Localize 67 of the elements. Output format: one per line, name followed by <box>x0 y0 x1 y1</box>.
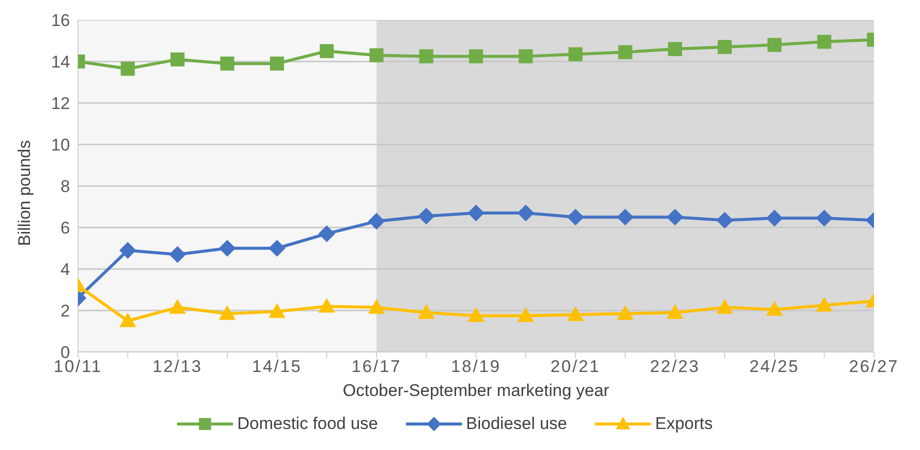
point <box>567 208 584 226</box>
y-tick-label: 10 <box>51 136 70 155</box>
point <box>766 301 783 316</box>
x-tick-label: 14/15 <box>252 357 302 376</box>
x-tick-label: 20/21 <box>550 357 601 376</box>
point <box>517 204 534 222</box>
point <box>368 212 385 230</box>
point <box>468 307 484 322</box>
point <box>120 62 135 76</box>
point <box>716 298 734 314</box>
point <box>668 42 682 56</box>
point <box>218 240 236 257</box>
x-tick-label: 16/17 <box>351 357 402 376</box>
y-axis-title: Billion pounds <box>15 140 34 246</box>
point <box>718 40 732 54</box>
point <box>816 210 833 227</box>
point <box>618 45 632 60</box>
point <box>170 52 184 66</box>
point <box>469 49 483 64</box>
point <box>368 298 385 314</box>
x-tick-label: 26/27 <box>848 357 900 376</box>
x-tick-label: 22/23 <box>650 357 700 376</box>
y-tick-label: 4 <box>60 260 70 280</box>
point <box>218 305 236 320</box>
y-tick-label: 14 <box>51 52 70 72</box>
point <box>817 34 832 49</box>
point <box>468 204 484 222</box>
point <box>568 47 582 62</box>
y-tick-label: 6 <box>60 218 70 238</box>
y-tick-label: 2 <box>60 302 70 321</box>
x-tick-label: 12/13 <box>152 357 203 376</box>
point <box>768 38 782 52</box>
point <box>418 208 435 224</box>
point <box>370 48 384 62</box>
point <box>318 298 336 313</box>
point <box>169 246 186 263</box>
x-axis-title: October-September marketing year <box>342 381 610 400</box>
point <box>666 208 684 226</box>
x-tick-label: 24/25 <box>749 357 800 376</box>
y-tick-label: 16 <box>51 11 70 30</box>
point <box>268 240 286 257</box>
y-tick-label: 8 <box>60 177 70 196</box>
legend-label: Exports <box>655 414 713 434</box>
point <box>666 304 684 319</box>
x-tick-label: 10/11 <box>54 357 102 376</box>
point <box>766 210 783 227</box>
point <box>119 242 136 259</box>
point <box>567 306 584 321</box>
point <box>816 296 833 312</box>
point <box>419 49 434 64</box>
x-tick-label: 18/19 <box>450 357 502 376</box>
point <box>716 212 734 229</box>
point <box>518 49 533 64</box>
legend-label: Biodiesel use <box>466 414 568 434</box>
point <box>318 225 336 242</box>
point <box>517 307 534 322</box>
legend-label: Domestic food use <box>237 414 378 434</box>
point <box>268 303 286 318</box>
point <box>220 56 234 71</box>
point <box>169 298 186 314</box>
point <box>320 44 334 58</box>
point <box>119 312 136 328</box>
point <box>616 305 634 320</box>
point <box>270 56 284 71</box>
point <box>616 208 634 226</box>
y-tick-label: 12 <box>51 94 70 114</box>
point <box>418 304 435 319</box>
